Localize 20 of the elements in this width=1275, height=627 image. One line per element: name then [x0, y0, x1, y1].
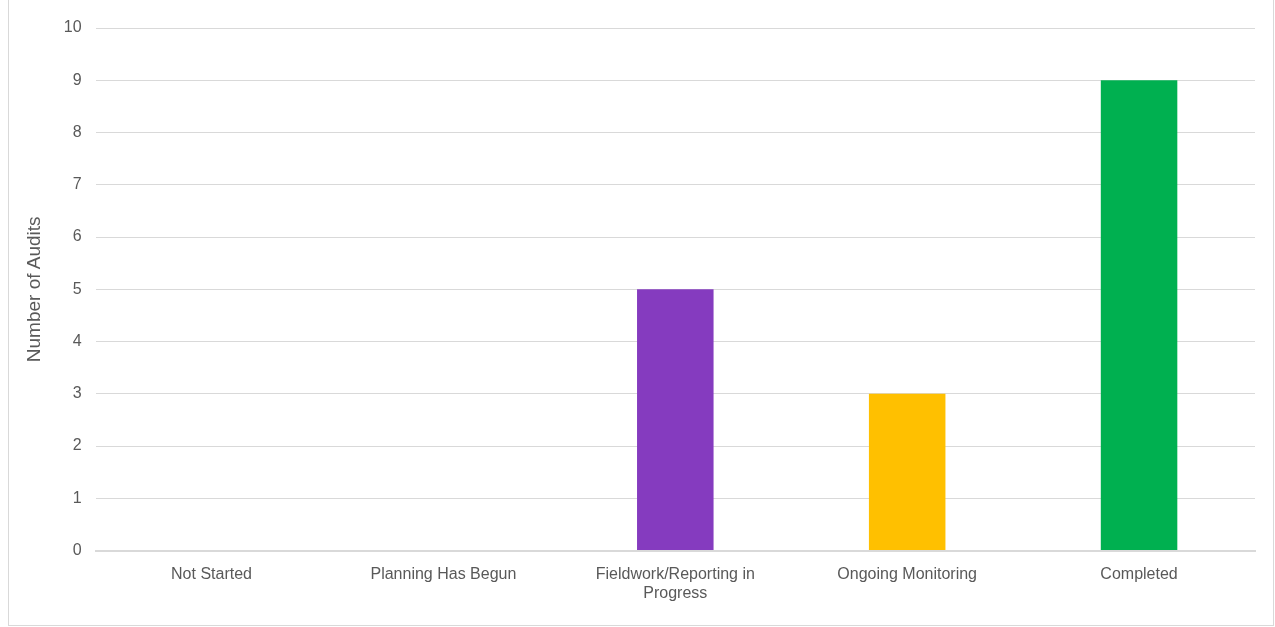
bar: [637, 289, 714, 551]
x-tick-label: Completed: [1100, 564, 1178, 582]
bar: [868, 393, 946, 551]
x-tick-label: Planning Has Begun: [370, 564, 517, 582]
y-tick-label: 8: [72, 122, 82, 140]
y-tick-label: 9: [72, 70, 82, 88]
y-tick-label: 3: [72, 384, 82, 402]
y-tick-label: 7: [72, 175, 82, 193]
y-tick-label: 5: [72, 279, 82, 297]
y-tick-label: 6: [72, 227, 82, 245]
x-tick-label: Fieldwork/Reporting in Progress: [595, 564, 755, 601]
bar: [1100, 80, 1178, 551]
y-tick-label: 2: [72, 436, 82, 454]
x-tick-label: Not Started: [171, 564, 253, 582]
y-tick-label: 1: [72, 488, 82, 506]
y-axis-title: Number of Audits: [22, 216, 44, 363]
x-tick-label: Ongoing Monitoring: [837, 564, 977, 582]
y-tick-label: 4: [72, 331, 82, 349]
y-tick-label: 0: [72, 541, 82, 559]
y-tick-label: 10: [63, 18, 82, 36]
